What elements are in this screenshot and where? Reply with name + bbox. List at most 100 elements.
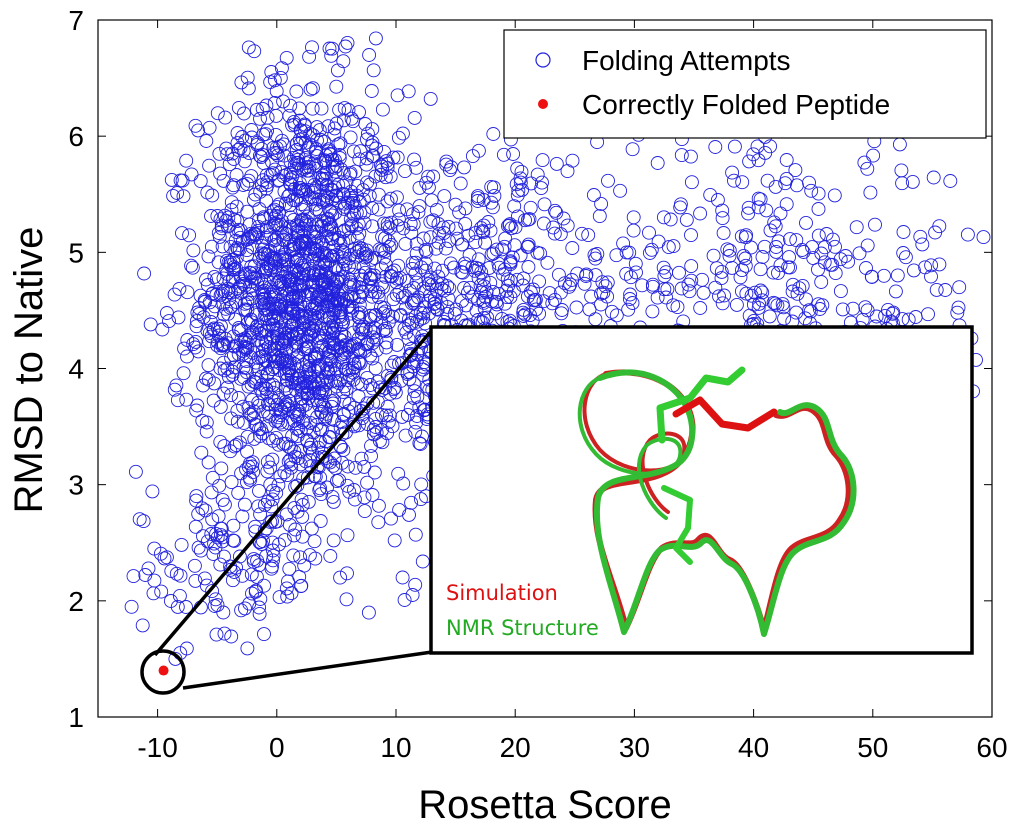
folding-attempt-point [202, 120, 217, 135]
folding-attempt-point [357, 504, 372, 519]
folding-attempt-point [409, 160, 424, 175]
folding-attempt-point [616, 236, 631, 251]
folding-attempt-point [371, 498, 386, 513]
folding-attempt-point [656, 210, 671, 225]
folding-attempt-point [259, 381, 274, 396]
folding-attempt-point [292, 371, 307, 386]
folding-attempt-point [213, 399, 228, 414]
folding-attempt-point [278, 353, 293, 368]
folding-attempt-point [363, 177, 377, 192]
folding-attempt-point [213, 319, 228, 334]
folding-attempt-point [272, 590, 287, 605]
folding-attempt-point [360, 175, 375, 190]
folding-attempt-point [241, 379, 256, 394]
folding-attempt-point [267, 96, 282, 110]
folding-attempt-point [172, 281, 187, 296]
folding-attempt-point [186, 337, 201, 352]
folding-attempt-point [419, 175, 434, 190]
folding-attempt-point [373, 380, 387, 395]
folding-attempt-point [305, 81, 320, 96]
folding-attempt-point [294, 162, 309, 177]
folding-attempt-point [229, 168, 244, 182]
folding-attempt-point [147, 541, 162, 556]
folding-attempt-point [205, 584, 220, 599]
folding-attempt-point [340, 35, 355, 50]
folding-attempt-point [358, 322, 373, 337]
folding-attempt-point [264, 251, 279, 266]
folding-attempt-point [712, 289, 726, 304]
folding-attempt-point [252, 600, 267, 615]
folding-attempt-point [708, 280, 723, 295]
folding-attempt-point [136, 514, 151, 529]
folding-attempt-point [285, 368, 300, 383]
folding-attempt-point [929, 282, 944, 297]
folding-attempt-point [344, 111, 359, 126]
folding-attempt-point [248, 519, 263, 534]
folding-attempt-point [331, 137, 346, 152]
folding-attempt-point [322, 41, 337, 56]
folding-attempt-point [802, 175, 816, 190]
folding-attempt-point [326, 533, 341, 548]
folding-attempt-point [285, 282, 300, 297]
folding-attempt-point [778, 176, 793, 191]
x-tick-label: 40 [738, 732, 769, 763]
folding-attempt-point [358, 343, 373, 358]
folding-attempt-point [471, 143, 486, 158]
folding-attempt-point [195, 413, 210, 428]
folding-attempt-point [313, 434, 327, 449]
folding-attempt-point [265, 483, 280, 498]
folding-attempt-point [240, 70, 255, 85]
folding-attempt-point [213, 361, 228, 376]
folding-attempt-point [415, 429, 429, 444]
folding-attempt-point [795, 278, 810, 293]
folding-attempt-point [557, 276, 572, 291]
folding-attempt-point [588, 312, 603, 327]
folding-attempt-point [231, 100, 246, 115]
folding-attempt-point [289, 136, 304, 151]
folding-attempt-point [143, 317, 158, 332]
folding-attempt-point [545, 296, 560, 311]
folding-attempt-point [263, 460, 278, 475]
folding-attempt-point [278, 300, 293, 315]
folding-attempt-point [232, 549, 247, 564]
folding-attempt-point [283, 98, 298, 113]
folding-attempt-point [284, 460, 299, 475]
folding-attempt-point [240, 475, 254, 490]
folding-attempt-point [237, 106, 251, 121]
folding-attempt-point [476, 272, 491, 287]
folding-attempt-point [549, 156, 564, 171]
folding-attempt-point [406, 391, 421, 405]
folding-attempt-point [147, 573, 162, 588]
folding-attempt-point [255, 349, 270, 364]
x-tick-label: 50 [857, 732, 888, 763]
folding-attempt-point [228, 312, 243, 327]
folding-attempt-point [319, 357, 334, 372]
folding-attempt-point [172, 588, 187, 603]
folding-attempt-point [528, 292, 543, 307]
folding-attempt-point [371, 187, 386, 202]
folding-attempt-point [184, 258, 199, 273]
folding-attempt-point [325, 325, 340, 340]
folding-attempt-point [162, 314, 176, 329]
folding-attempt-point [336, 54, 351, 69]
folding-attempt-point [213, 166, 228, 181]
folding-attempt-point [319, 193, 334, 208]
folding-attempt-point [337, 201, 352, 216]
legend-marker-folding-attempts [535, 52, 551, 68]
folding-attempt-point [523, 285, 538, 300]
folding-attempt-point [619, 266, 634, 281]
y-tick-label: 5 [68, 237, 84, 268]
folding-attempt-point [289, 264, 304, 279]
folding-attempt-point [368, 285, 383, 300]
correctly-folded-point [158, 665, 169, 676]
folding-attempt-point [327, 226, 342, 241]
folding-attempt-point [263, 227, 278, 242]
folding-attempt-point [943, 174, 958, 188]
folding-attempt-point [188, 519, 203, 534]
folding-attempt-point [629, 265, 643, 280]
folding-attempt-point [255, 377, 270, 392]
folding-attempt-point [332, 148, 347, 162]
folding-attempt-point [386, 382, 401, 397]
folding-attempt-point [211, 226, 226, 240]
folding-attempt-point [387, 355, 402, 369]
